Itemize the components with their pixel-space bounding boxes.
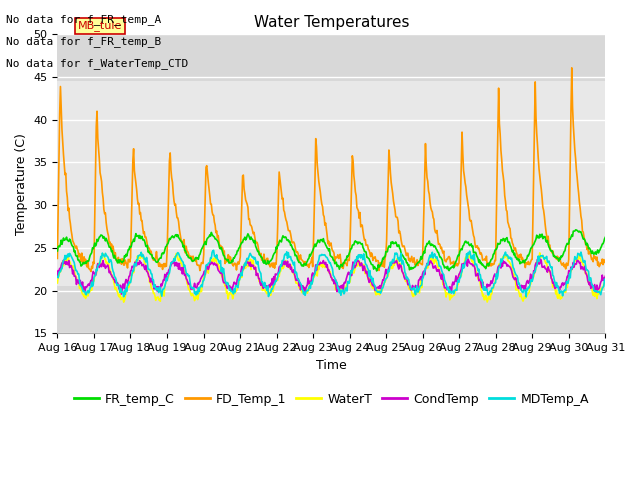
Bar — [58, 81, 605, 287]
Legend: FR_temp_C, FD_Temp_1, WaterT, CondTemp, MDTemp_A: FR_temp_C, FD_Temp_1, WaterT, CondTemp, … — [68, 387, 594, 410]
Text: MB_tule: MB_tule — [77, 21, 122, 31]
Text: No data for f_WaterTemp_CTD: No data for f_WaterTemp_CTD — [6, 59, 189, 70]
Y-axis label: Temperature (C): Temperature (C) — [15, 133, 28, 235]
X-axis label: Time: Time — [316, 359, 347, 372]
Text: No data for f_FR_temp_B: No data for f_FR_temp_B — [6, 36, 162, 48]
Text: No data for f_FR_temp_A: No data for f_FR_temp_A — [6, 14, 162, 25]
Title: Water Temperatures: Water Temperatures — [253, 15, 409, 30]
